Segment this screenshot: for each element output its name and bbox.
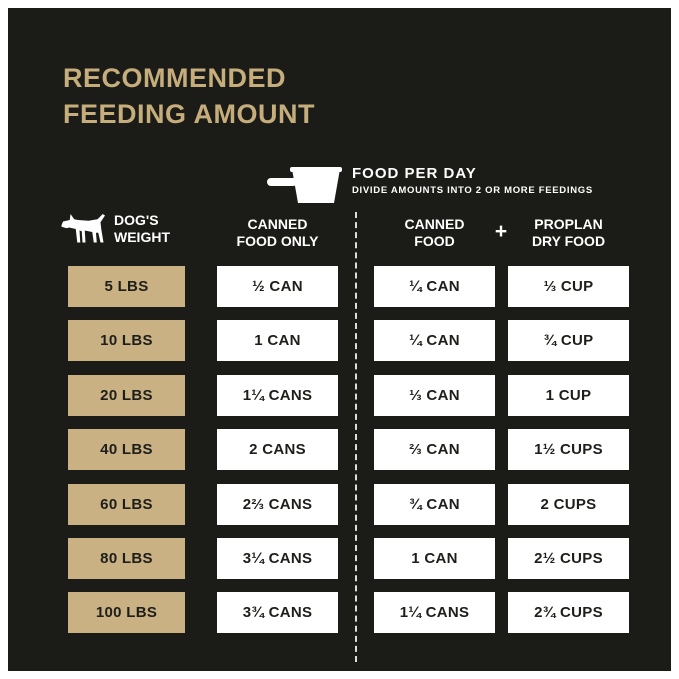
table-row: 40 LBS 2 CANS ⅔ CAN 1½ CUPS: [8, 429, 679, 470]
canned-header-line1: CANNED: [404, 216, 465, 232]
table-row: 5 LBS ½ CAN ¼ CAN ⅓ CUP: [8, 266, 679, 307]
weight-cell: 100 LBS: [68, 592, 185, 633]
weight-header-text: DOG'S WEIGHT: [114, 212, 170, 246]
table-row: 60 LBS 2⅔ CANS ¾ CAN 2 CUPS: [8, 484, 679, 525]
canned-cell: ¾ CAN: [374, 484, 495, 525]
page-title-line1: RECOMMENDED: [63, 63, 287, 93]
page-title-line2: FEEDING AMOUNT: [63, 99, 315, 129]
dry-food-cell: 1½ CUPS: [508, 429, 629, 470]
canned-only-header-line2: FOOD ONLY: [236, 233, 319, 249]
weight-cell: 5 LBS: [68, 266, 185, 307]
dry-food-cell: 2¾ CUPS: [508, 592, 629, 633]
canned-cell: ⅓ CAN: [374, 375, 495, 416]
dry-food-cell: 2½ CUPS: [508, 538, 629, 579]
table-row: 80 LBS 3¼ CANS 1 CAN 2½ CUPS: [8, 538, 679, 579]
canned-only-cell: 3¾ CANS: [217, 592, 338, 633]
weight-cell: 80 LBS: [68, 538, 185, 579]
dry-header-line1: PROPLAN: [534, 216, 603, 232]
canned-cell: ¼ CAN: [374, 266, 495, 307]
dry-food-cell: 1 CUP: [508, 375, 629, 416]
dry-header-line2: DRY FOOD: [531, 233, 606, 249]
weight-column-header: DOG'S WEIGHT: [60, 210, 190, 248]
table-row: 20 LBS 1¼ CANS ⅓ CAN 1 CUP: [8, 375, 679, 416]
canned-column-header: CANNED FOOD: [374, 216, 495, 250]
plus-sign: +: [494, 220, 508, 243]
dry-food-cell: 2 CUPS: [508, 484, 629, 525]
legend-text: FOOD PER DAY DIVIDE AMOUNTS INTO 2 OR MO…: [352, 165, 593, 197]
canned-only-cell: 2 CANS: [217, 429, 338, 470]
canned-cell: 1 CAN: [374, 538, 495, 579]
canned-only-cell: 1 CAN: [217, 320, 338, 361]
canned-cell: ¼ CAN: [374, 320, 495, 361]
weight-header-line2: WEIGHT: [114, 229, 170, 245]
canned-only-header-line1: CANNED: [247, 216, 308, 232]
canned-only-cell: 1¼ CANS: [217, 375, 338, 416]
chart-panel: RECOMMENDED FEEDING AMOUNT FOOD PER DAY …: [8, 8, 671, 671]
weight-cell: 40 LBS: [68, 429, 185, 470]
weight-cell: 10 LBS: [68, 320, 185, 361]
canned-header-line2: FOOD: [414, 233, 455, 249]
canned-cell: 1¼ CANS: [374, 592, 495, 633]
table-row: 10 LBS 1 CAN ¼ CAN ¾ CUP: [8, 320, 679, 361]
dog-icon: [61, 214, 105, 243]
legend-subtitle: DIVIDE AMOUNTS INTO 2 OR MORE FEEDINGS: [352, 185, 593, 196]
canned-cell: ⅔ CAN: [374, 429, 495, 470]
canned-only-cell: 2⅔ CANS: [217, 484, 338, 525]
canned-only-cell: 3¼ CANS: [217, 538, 338, 579]
dry-food-cell: ⅓ CUP: [508, 266, 629, 307]
legend-title: FOOD PER DAY: [352, 165, 477, 182]
dry-food-cell: ¾ CUP: [508, 320, 629, 361]
weight-cell: 60 LBS: [68, 484, 185, 525]
measuring-cup-icon: [267, 167, 342, 203]
page-title: RECOMMENDED FEEDING AMOUNT: [63, 60, 315, 132]
weight-cell: 20 LBS: [68, 375, 185, 416]
canned-only-column-header: CANNED FOOD ONLY: [217, 216, 338, 250]
canned-only-cell: ½ CAN: [217, 266, 338, 307]
table-row: 100 LBS 3¾ CANS 1¼ CANS 2¾ CUPS: [8, 592, 679, 633]
food-per-day-legend: FOOD PER DAY DIVIDE AMOUNTS INTO 2 OR MO…: [266, 166, 593, 204]
weight-header-line1: DOG'S: [114, 212, 159, 228]
dashed-column-divider: [355, 212, 357, 662]
dry-food-column-header: PROPLAN DRY FOOD: [508, 216, 629, 250]
